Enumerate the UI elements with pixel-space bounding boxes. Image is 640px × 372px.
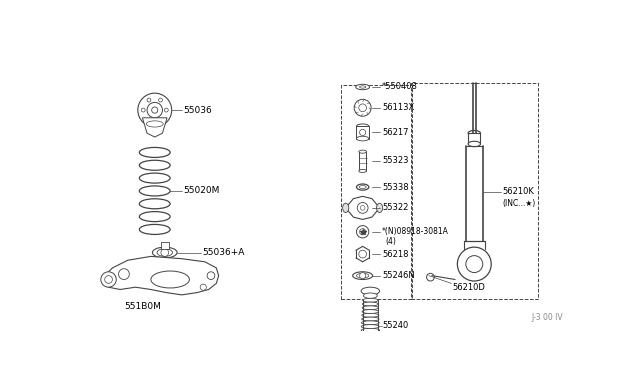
Text: 56218: 56218 <box>382 250 408 259</box>
Ellipse shape <box>359 186 366 189</box>
Circle shape <box>359 104 367 112</box>
Bar <box>341 85 412 299</box>
Polygon shape <box>143 118 167 137</box>
Ellipse shape <box>140 173 170 183</box>
Text: 56210K: 56210K <box>503 187 534 196</box>
Circle shape <box>161 249 168 256</box>
Ellipse shape <box>359 169 367 173</box>
Text: *(N)08918-3081A: *(N)08918-3081A <box>382 227 449 236</box>
Text: 55036: 55036 <box>183 106 212 115</box>
Ellipse shape <box>151 271 189 288</box>
Text: 551B0M: 551B0M <box>124 302 161 311</box>
Text: 55322: 55322 <box>382 203 408 212</box>
Polygon shape <box>346 196 380 219</box>
Text: 56217: 56217 <box>382 128 408 137</box>
Circle shape <box>426 273 435 281</box>
Text: (4): (4) <box>385 237 396 246</box>
Ellipse shape <box>362 317 379 321</box>
Ellipse shape <box>356 124 369 129</box>
Circle shape <box>360 206 365 210</box>
Text: 55240: 55240 <box>382 321 408 330</box>
Ellipse shape <box>362 321 380 325</box>
Ellipse shape <box>468 131 481 136</box>
Ellipse shape <box>364 293 378 298</box>
Circle shape <box>159 118 163 122</box>
Text: 55020M: 55020M <box>183 186 220 195</box>
Ellipse shape <box>360 86 365 88</box>
Circle shape <box>357 202 368 213</box>
Ellipse shape <box>362 313 379 317</box>
Circle shape <box>147 98 151 102</box>
Polygon shape <box>103 256 219 295</box>
Ellipse shape <box>362 347 379 351</box>
Bar <box>468 133 481 144</box>
Circle shape <box>360 273 365 279</box>
Ellipse shape <box>140 212 170 222</box>
Ellipse shape <box>342 203 349 212</box>
Ellipse shape <box>362 306 378 310</box>
Text: 56113X: 56113X <box>382 103 414 112</box>
Ellipse shape <box>147 121 163 127</box>
Circle shape <box>200 284 206 290</box>
Circle shape <box>105 276 113 283</box>
Ellipse shape <box>362 355 378 359</box>
Ellipse shape <box>359 150 367 153</box>
Circle shape <box>159 98 163 102</box>
Circle shape <box>138 93 172 127</box>
Text: 55036+A: 55036+A <box>202 248 245 257</box>
Circle shape <box>359 250 367 258</box>
Ellipse shape <box>356 136 369 141</box>
Ellipse shape <box>362 310 379 314</box>
Circle shape <box>466 256 483 273</box>
Ellipse shape <box>363 298 378 302</box>
Circle shape <box>152 107 158 113</box>
Ellipse shape <box>362 340 379 343</box>
Text: J-3 00 IV: J-3 00 IV <box>531 313 563 322</box>
Text: (INC...★): (INC...★) <box>503 199 536 208</box>
Circle shape <box>147 118 151 122</box>
Text: 55338: 55338 <box>382 183 408 192</box>
Ellipse shape <box>362 302 378 306</box>
Ellipse shape <box>356 84 369 90</box>
Bar <box>356 126 369 139</box>
Ellipse shape <box>140 147 170 157</box>
Text: 56210D: 56210D <box>452 283 486 292</box>
Circle shape <box>147 102 163 118</box>
Ellipse shape <box>356 273 369 278</box>
Circle shape <box>360 129 365 135</box>
Circle shape <box>164 108 168 112</box>
Ellipse shape <box>362 325 380 328</box>
Circle shape <box>101 272 116 287</box>
Ellipse shape <box>356 184 369 190</box>
Circle shape <box>141 108 145 112</box>
Text: 55246N: 55246N <box>382 271 415 280</box>
Ellipse shape <box>140 160 170 170</box>
Circle shape <box>458 247 492 281</box>
Ellipse shape <box>140 199 170 209</box>
Ellipse shape <box>157 249 172 256</box>
Circle shape <box>360 229 365 235</box>
Circle shape <box>354 99 371 116</box>
Bar <box>161 242 168 250</box>
Ellipse shape <box>362 336 380 340</box>
Ellipse shape <box>361 328 380 332</box>
Ellipse shape <box>362 332 380 336</box>
Ellipse shape <box>468 141 481 147</box>
Ellipse shape <box>361 287 380 295</box>
Circle shape <box>207 272 215 279</box>
Ellipse shape <box>362 351 378 355</box>
Circle shape <box>356 225 369 238</box>
Text: 55323: 55323 <box>382 156 408 166</box>
Ellipse shape <box>140 224 170 234</box>
Ellipse shape <box>362 343 379 347</box>
Bar <box>359 152 367 171</box>
Ellipse shape <box>376 203 383 212</box>
Text: *550408: *550408 <box>382 83 418 92</box>
Bar <box>411 83 538 299</box>
Ellipse shape <box>140 186 170 196</box>
Ellipse shape <box>152 247 177 258</box>
Circle shape <box>118 269 129 279</box>
Ellipse shape <box>353 272 372 279</box>
